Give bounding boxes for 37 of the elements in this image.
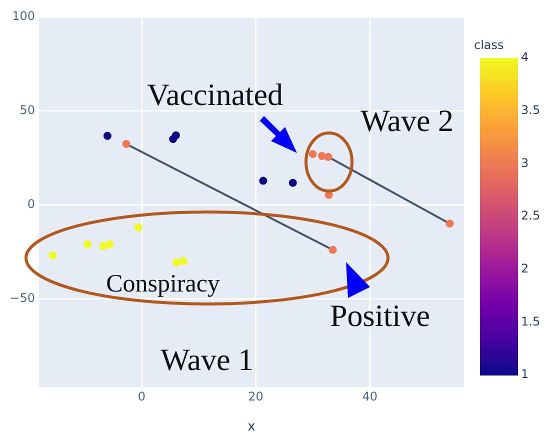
point <box>179 257 188 266</box>
color-bar-title: class <box>474 38 504 52</box>
y-tick-label: −50 <box>10 290 35 305</box>
color-bar-label: 4 <box>521 50 529 64</box>
x-tick-label: 40 <box>362 389 378 404</box>
x-axis-title: x <box>248 420 256 435</box>
point <box>48 252 57 260</box>
point <box>324 152 332 161</box>
y-tick-label: 0 <box>27 196 35 211</box>
color-bar-label: 3.5 <box>521 102 540 117</box>
color-bar-label: 2 <box>521 261 529 276</box>
color-bar-label: 1 <box>521 367 529 382</box>
point <box>308 150 317 158</box>
x-tick-label: 20 <box>248 389 264 404</box>
annotation: Vaccinated <box>147 77 284 112</box>
x-tick-label: 0 <box>138 389 146 404</box>
annotation: Conspiracy <box>106 270 220 298</box>
point <box>172 131 180 140</box>
point <box>259 176 268 185</box>
point <box>172 258 180 266</box>
color-bar-label: 2.5 <box>521 208 540 223</box>
point <box>122 140 130 148</box>
point <box>134 223 142 232</box>
point <box>328 246 337 254</box>
color-bar-label: 1.5 <box>521 314 540 328</box>
y-tick-label: 50 <box>20 103 35 118</box>
annotation: Positive <box>330 298 430 334</box>
point <box>99 242 108 250</box>
point <box>446 220 454 228</box>
point <box>103 132 112 140</box>
point <box>288 178 297 187</box>
annotation: Wave 1 <box>160 342 254 378</box>
point <box>83 240 92 248</box>
y-tick-label: 100 <box>12 9 35 24</box>
point <box>106 240 114 248</box>
color-bar-label: 3 <box>521 156 529 170</box>
annotation: Wave 2 <box>360 103 454 138</box>
